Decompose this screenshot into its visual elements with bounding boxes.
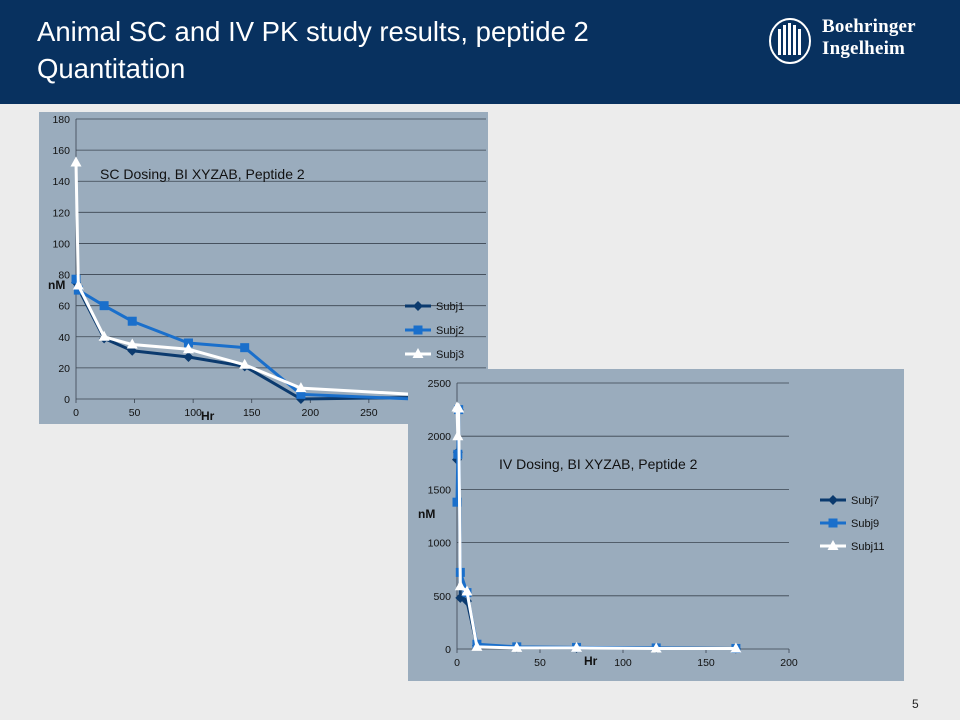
iv-data-point: [453, 402, 465, 413]
iv-ytick-label: 1000: [428, 538, 452, 550]
sc-legend-marker: [413, 325, 423, 335]
sc-xtick-label: 250: [360, 407, 378, 419]
iv-xtick-label: 50: [534, 657, 546, 669]
boehringer-logo-icon: [769, 18, 811, 64]
sc-ytick-label: 120: [52, 207, 70, 219]
sc-data-point: [182, 343, 194, 354]
sc-data-point: [127, 316, 137, 326]
sc-chart-title: SC Dosing, BI XYZAB, Peptide 2: [100, 166, 305, 182]
sc-xtick-label: 150: [243, 407, 261, 419]
sc-data-point: [98, 330, 110, 341]
iv-background: [408, 369, 904, 681]
iv-ytick-label: 500: [433, 591, 451, 603]
sc-ytick-label: 80: [58, 270, 70, 282]
sc-xtick-label: 50: [129, 407, 141, 419]
sc-data-point: [126, 338, 138, 349]
iv-legend-marker: [828, 495, 838, 505]
sc-data-point: [240, 343, 250, 353]
sc-ytick-label: 60: [58, 301, 70, 313]
iv-xtick-label: 200: [780, 657, 798, 669]
logo-text: Boehringer Ingelheim: [822, 16, 916, 60]
sc-xtick-label: 0: [73, 407, 79, 419]
iv-chart-title: IV Dosing, BI XYZAB, Peptide 2: [499, 456, 698, 472]
iv-data-point: [452, 430, 464, 441]
sc-xtick-label: 100: [184, 407, 202, 419]
sc-data-point: [183, 338, 193, 348]
slide-title-line1: Animal SC and IV PK study results, pepti…: [37, 16, 589, 47]
sc-data-point: [296, 389, 306, 399]
iv-xtick-label: 100: [614, 657, 632, 669]
iv-data-point: [452, 497, 462, 507]
sc-ytick-label: 140: [52, 176, 70, 188]
sc-data-point: [295, 382, 307, 393]
iv-legend-label: Subj9: [851, 518, 879, 530]
iv-x-axis-label: Hr: [584, 654, 598, 668]
slide-title: Animal SC and IV PK study results, pepti…: [37, 13, 737, 87]
slide-header: Animal SC and IV PK study results, pepti…: [0, 0, 960, 104]
sc-ytick-label: 100: [52, 238, 70, 250]
page-number: 5: [912, 697, 919, 711]
sc-legend-marker: [413, 301, 423, 311]
logo-line2: Ingelheim: [822, 38, 906, 59]
iv-legend-marker: [827, 540, 839, 550]
iv-legend-marker: [828, 518, 838, 528]
sc-legend-marker: [412, 348, 424, 358]
iv-legend-label: Subj11: [851, 541, 884, 553]
iv-data-point: [650, 642, 662, 653]
sc-x-axis-label: Hr: [201, 409, 215, 423]
sc-data-point: [183, 352, 194, 362]
iv-data-point: [571, 641, 583, 652]
iv-data-point: [454, 580, 466, 591]
iv-ytick-label: 1500: [428, 484, 452, 496]
sc-ytick-label: 0: [64, 394, 70, 406]
sc-data-point: [71, 274, 81, 284]
iv-dosing-chart: 0 500 1000 1500 2000 2500 0 50 100 150 200 IV Dosin…: [408, 369, 904, 681]
logo-line1: Boehringer: [822, 16, 916, 37]
sc-xtick-label: 200: [302, 407, 320, 419]
iv-ytick-label: 0: [445, 644, 451, 656]
iv-series-line: [455, 407, 736, 650]
sc-y-axis-label: nM: [48, 278, 65, 292]
iv-y-axis-label: nM: [418, 507, 435, 521]
iv-ytick-label: 2000: [428, 431, 452, 443]
sc-legend-label: Subj2: [436, 325, 464, 337]
sc-ytick-label: 180: [52, 114, 70, 126]
sc-data-point: [70, 156, 82, 167]
slide-title-line2: Quantitation: [37, 53, 186, 84]
iv-data-point: [461, 585, 473, 596]
iv-ytick-label: 2500: [428, 378, 452, 390]
sc-data-point: [73, 285, 83, 295]
iv-data-point: [730, 642, 742, 653]
sc-series-line: [74, 162, 414, 396]
sc-data-point: [99, 301, 109, 311]
sc-data-point: [239, 358, 251, 369]
iv-legend-label: Subj7: [851, 495, 879, 507]
iv-data-point: [511, 641, 523, 652]
sc-data-point: [72, 279, 84, 290]
iv-xtick-label: 0: [454, 657, 460, 669]
iv-xtick-label: 150: [697, 657, 715, 669]
iv-data-point: [471, 640, 483, 651]
sc-legend-label: Subj1: [436, 301, 464, 313]
sc-legend-label: Subj3: [436, 349, 464, 361]
sc-ytick-label: 40: [58, 332, 70, 344]
iv-series-subj11: [451, 401, 742, 653]
sc-ytick-label: 20: [58, 363, 70, 375]
sc-ytick-label: 160: [52, 145, 70, 157]
